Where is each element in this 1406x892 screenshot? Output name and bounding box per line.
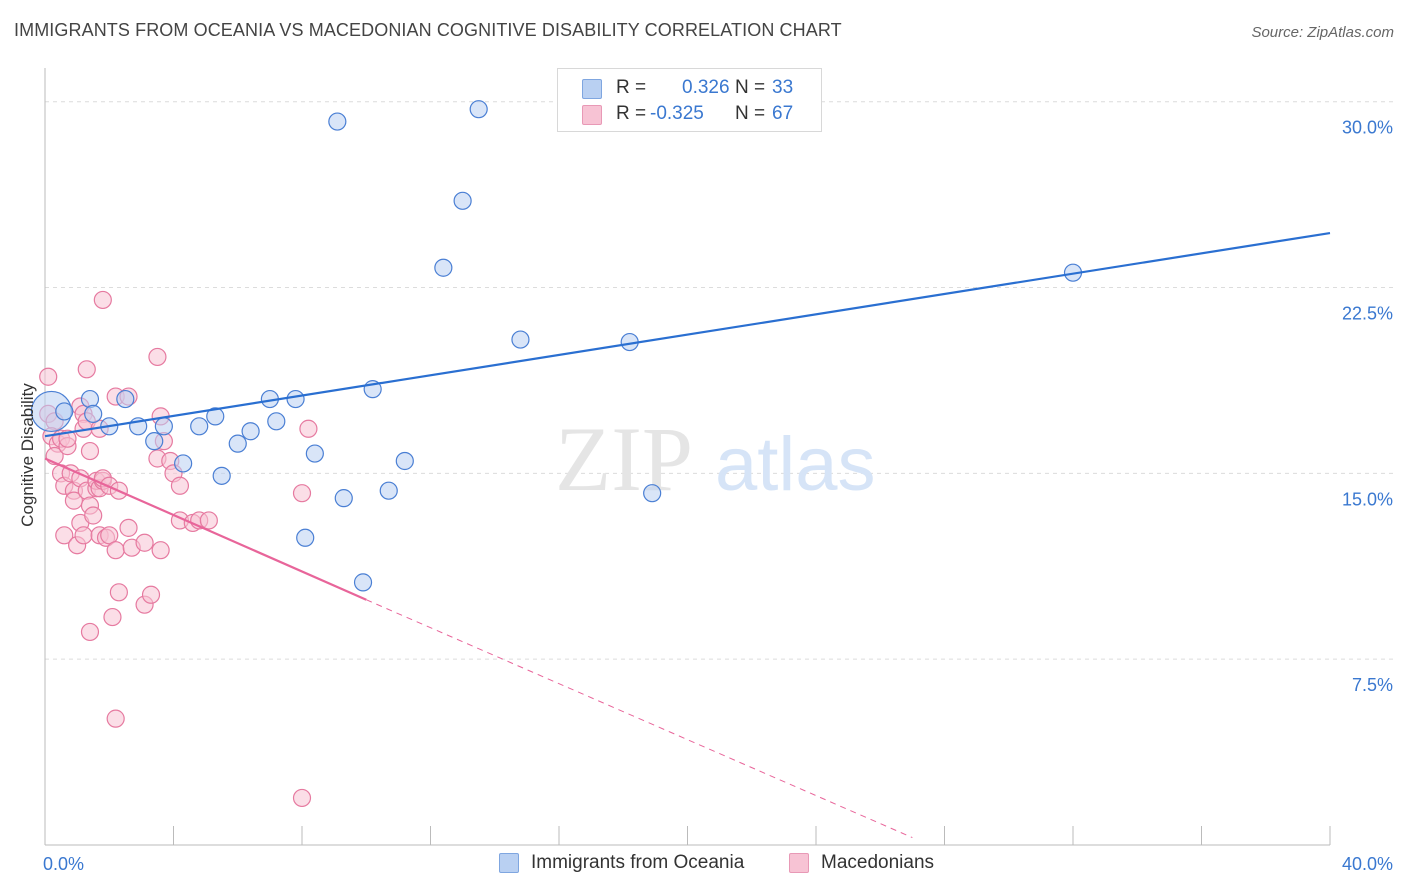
data-point-macedonian: [106, 709, 125, 728]
data-point-oceania: [328, 112, 347, 131]
watermark: ZIP atlas: [555, 408, 876, 510]
data-point-oceania: [395, 451, 414, 471]
data-point-oceania: [453, 191, 472, 210]
legend-n-value: 33: [772, 77, 794, 98]
legend-n-label: N =: [735, 77, 766, 98]
data-point-macedonian: [74, 526, 93, 545]
source-label: Source: ZipAtlas.com: [1251, 24, 1394, 41]
chart-title: IMMIGRANTS FROM OCEANIA VS MACEDONIAN CO…: [14, 20, 842, 40]
data-point-oceania: [145, 432, 164, 451]
data-point-oceania: [116, 389, 135, 409]
x-tick-label: 40.0%: [1342, 854, 1393, 874]
bottom-legend-label: Immigrants from Oceania: [531, 852, 745, 873]
y-tick-label: 7.5%: [1352, 675, 1393, 695]
tick-labels: 7.5% 15.0% 22.5% 30.0% 0.0% 40.0%: [43, 118, 1393, 874]
data-point-macedonian: [80, 441, 100, 461]
trend-line-macedonians-extension: [366, 599, 913, 839]
trend-line-oceania: [44, 231, 1331, 438]
legend-r-value: -0.325: [650, 103, 704, 124]
bottom-legend-label: Macedonians: [821, 852, 935, 873]
data-point-oceania: [154, 417, 173, 436]
data-point-macedonian: [109, 583, 128, 602]
data-point-macedonian: [141, 585, 161, 604]
data-point-oceania: [212, 466, 231, 485]
data-point-macedonian: [93, 290, 112, 310]
data-point-oceania: [228, 434, 247, 453]
legend-r-label: R =: [616, 103, 647, 124]
trend-lines: [44, 231, 1331, 839]
watermark-zip: ZIP: [555, 408, 693, 510]
data-point-oceania: [434, 258, 453, 277]
series-oceania: [30, 100, 1083, 592]
data-point-macedonian: [103, 607, 122, 627]
y-axis-label: Cognitive Disability: [18, 383, 37, 527]
data-point-oceania: [267, 412, 286, 431]
data-point-macedonian: [199, 511, 218, 530]
gridlines: [45, 101, 1393, 660]
data-point-oceania: [643, 484, 662, 503]
data-point-oceania: [379, 481, 398, 500]
data-point-macedonian: [148, 347, 167, 367]
legend-swatch-blue: [582, 79, 602, 99]
axes: [44, 68, 1331, 846]
data-point-macedonian: [299, 419, 318, 438]
data-point-oceania: [305, 444, 324, 463]
x-tick-label: 0.0%: [43, 854, 84, 874]
data-point-macedonian: [170, 476, 190, 495]
data-point-macedonian: [292, 788, 312, 808]
y-tick-label: 30.0%: [1342, 118, 1393, 138]
legend: R = 0.326 N = 33 R = -0.325 N = 67: [557, 68, 822, 132]
data-point-oceania: [84, 404, 103, 424]
data-point-macedonian: [84, 506, 103, 525]
trend-line-macedonians: [44, 457, 367, 601]
data-point-oceania: [190, 417, 209, 436]
data-point-macedonian: [135, 533, 154, 552]
data-point-oceania: [241, 422, 260, 441]
data-point-macedonian: [80, 622, 100, 642]
data-point-oceania: [353, 573, 373, 592]
data-point-oceania: [55, 402, 74, 421]
data-point-macedonian: [55, 526, 74, 545]
legend-r-value: 0.326: [682, 77, 730, 98]
data-point-oceania: [334, 489, 353, 508]
data-point-oceania: [286, 389, 305, 409]
data-point-macedonian: [39, 367, 58, 386]
watermark-atlas: atlas: [715, 422, 876, 507]
legend-r-label: R =: [616, 77, 647, 98]
data-point-oceania: [206, 407, 225, 426]
series-macedonians: [39, 290, 318, 808]
data-point-oceania: [296, 528, 315, 547]
data-point-oceania: [469, 100, 488, 119]
bottom-legend-swatch-blue: [499, 853, 519, 873]
data-point-macedonian: [151, 541, 170, 560]
legend-n-value: 67: [772, 103, 794, 124]
data-point-macedonian: [292, 484, 312, 503]
y-tick-label: 22.5%: [1342, 304, 1393, 324]
y-tick-label: 15.0%: [1342, 489, 1393, 509]
data-point-oceania: [80, 389, 100, 409]
data-point-oceania: [174, 454, 193, 473]
legend-swatch-pink: [582, 105, 602, 125]
data-point-macedonian: [119, 518, 138, 537]
legend-n-label: N =: [735, 103, 766, 124]
data-point-macedonian: [77, 360, 96, 379]
bottom-legend-swatch-pink: [789, 853, 809, 873]
data-point-oceania: [511, 330, 530, 349]
data-point-macedonian: [106, 541, 125, 560]
